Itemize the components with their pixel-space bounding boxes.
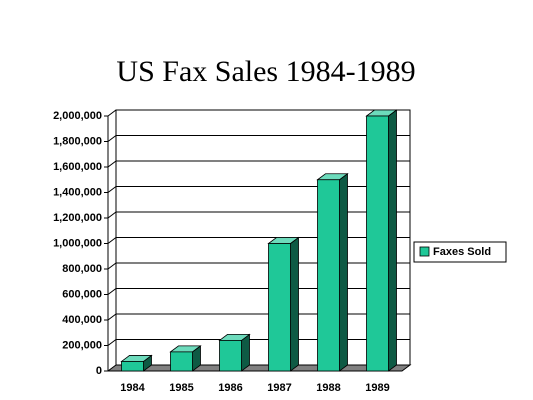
bar — [268, 243, 291, 372]
grid-line — [107, 109, 410, 117]
bar-side — [339, 172, 348, 372]
grid-line — [107, 186, 410, 193]
y-tick-label: 400,000 — [62, 314, 102, 326]
grid-line — [107, 313, 410, 321]
y-tick-label: 1,800,000 — [53, 135, 102, 147]
chart-title: US Fax Sales 1984-1989 — [116, 55, 415, 88]
x-tick-label: 1988 — [316, 382, 340, 394]
y-tick-label: 200,000 — [62, 339, 102, 351]
bar-side — [290, 236, 299, 372]
grid-line — [107, 135, 410, 142]
bar — [121, 361, 144, 372]
x-tick-label: 1989 — [365, 382, 389, 394]
bar — [219, 339, 242, 372]
y-tick-label: 800,000 — [62, 263, 102, 275]
y-tick-label: 1,400,000 — [53, 186, 102, 198]
x-tick-label: 1985 — [169, 382, 193, 394]
y-tick-label: 1,600,000 — [53, 161, 102, 173]
bar-side — [388, 109, 397, 372]
legend-label: Faxes Sold — [433, 246, 491, 258]
legend-swatch — [419, 246, 430, 257]
y-tick-label: 1,200,000 — [53, 212, 102, 224]
bar — [317, 179, 340, 372]
legend-box — [413, 241, 507, 263]
grid-line — [107, 339, 410, 346]
bar — [170, 351, 193, 372]
y-tick-label: 1,000,000 — [53, 237, 102, 249]
bar — [366, 115, 389, 372]
grid-line — [107, 160, 410, 168]
x-tick-label: 1986 — [218, 382, 242, 394]
grid-line — [107, 211, 410, 219]
x-tick-label: 1984 — [120, 382, 145, 394]
x-tick-label: 1987 — [267, 382, 291, 394]
grid-line — [107, 288, 410, 295]
plot-floor — [106, 364, 412, 372]
y-tick-label: 2,000,000 — [53, 110, 102, 122]
y-tick-label: 0 — [96, 365, 102, 377]
grid-line — [107, 262, 410, 270]
y-tick-label: 600,000 — [62, 288, 102, 300]
grid-line — [107, 237, 410, 244]
